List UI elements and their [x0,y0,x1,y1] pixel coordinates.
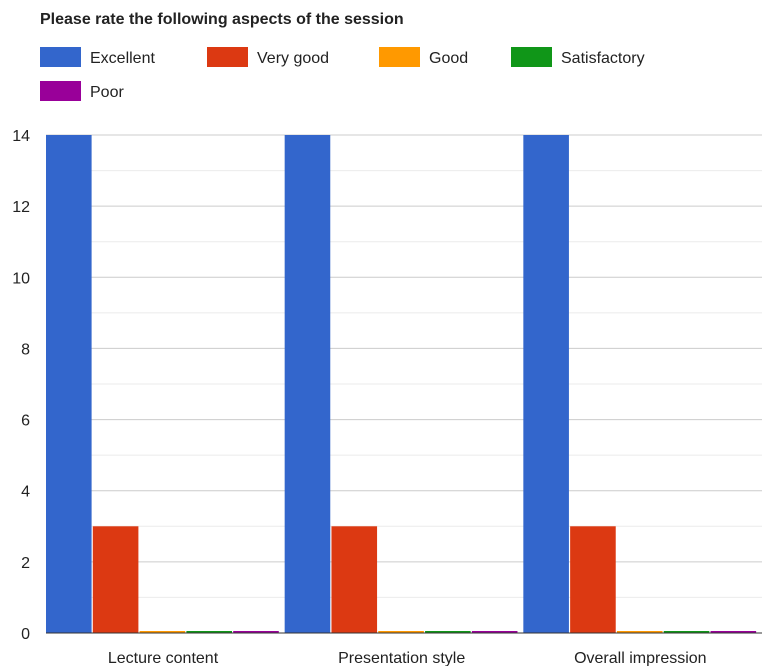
y-axis: 0 2 4 6 8 10 12 14 [12,128,30,643]
bar-0-3 [186,631,232,633]
legend-swatch-2 [379,47,420,67]
y-tick-label-5: 10 [12,270,30,287]
y-tick-label-3: 6 [21,413,30,430]
bar-0-0 [46,135,92,633]
bar-2-2 [616,631,663,633]
x-axis: Lecture content Presentation style Overall… [108,650,707,666]
legend: Excellent Very good Good Satisfactory Poor [40,47,645,101]
y-tick-label-7: 14 [12,128,30,145]
legend-label-0: Excellent [90,50,155,67]
bar-1-2 [378,631,424,633]
bar-2-1 [570,526,616,633]
legend-swatch-3 [511,47,552,67]
legend-swatch-4 [40,81,81,101]
legend-label-2: Good [429,50,468,67]
category-label-0: Lecture content [108,650,219,666]
bar-2-4 [710,631,757,633]
bar-0-1 [92,526,139,633]
bar-1-3 [425,631,471,633]
legend-swatch-1 [207,47,248,67]
y-tick-label-0: 0 [21,626,30,643]
legend-label-3: Satisfactory [561,50,645,67]
bar-0-4 [233,631,279,633]
category-label-1: Presentation style [338,650,465,666]
bar-1-1 [331,526,378,633]
legend-swatch-0 [40,47,81,67]
bar-1-4 [471,631,518,633]
legend-label-4: Poor [90,84,124,101]
y-tick-label-4: 8 [21,341,30,358]
y-tick-label-1: 2 [21,555,30,572]
bar-2-3 [663,631,710,633]
bar-1-0 [284,135,331,633]
y-tick-label-2: 4 [21,484,30,501]
y-tick-label-6: 12 [12,199,30,216]
bars [46,135,757,633]
category-label-2: Overall impression [574,650,706,666]
bar-2-0 [523,135,569,633]
gridlines [46,134,762,598]
chart-title: Please rate the following aspects of the… [40,11,404,28]
legend-label-1: Very good [257,50,329,67]
bar-0-2 [139,631,186,633]
